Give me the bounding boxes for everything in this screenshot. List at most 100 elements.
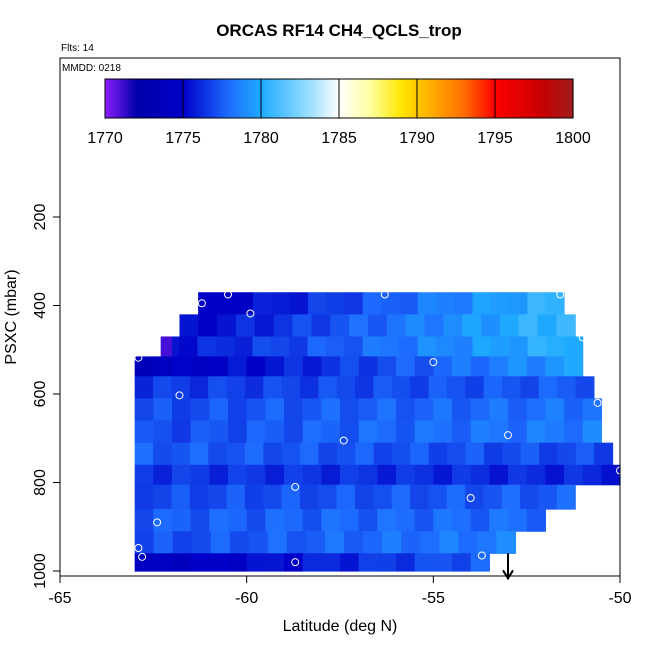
- heatmap-cell: [446, 376, 466, 400]
- heatmap-cell: [470, 356, 490, 377]
- heatmap-cell: [284, 398, 304, 422]
- heatmap-cell: [377, 420, 397, 444]
- colorbar-segment: [263, 79, 267, 118]
- colorbar-segment: [159, 79, 163, 118]
- heatmap-cell: [520, 376, 540, 400]
- heatmap-cell: [483, 484, 503, 510]
- colorbar-segment: [302, 79, 306, 118]
- colorbar-segment: [253, 79, 257, 118]
- colorbar-segment: [240, 79, 244, 118]
- colorbar-segment: [362, 79, 366, 118]
- colorbar-segment: [237, 79, 241, 118]
- heatmap-cell: [190, 464, 210, 486]
- sample-point: [556, 290, 565, 299]
- x-axis-label: Latitude (deg N): [283, 618, 398, 635]
- colorbar-segment: [393, 79, 397, 118]
- heatmap-cell: [545, 292, 565, 315]
- sample-point: [429, 358, 438, 367]
- heatmap-cell: [134, 509, 154, 532]
- heatmap-cell: [377, 464, 397, 486]
- heatmap-cell: [470, 398, 490, 422]
- colorbar-segment: [443, 79, 447, 118]
- colorbar-segment: [367, 79, 371, 118]
- heatmap-cell: [477, 531, 498, 554]
- colorbar-segment: [531, 79, 535, 118]
- heatmap-cell: [246, 356, 266, 377]
- heatmap-cell: [281, 484, 301, 510]
- colorbar-segment: [505, 79, 509, 118]
- heatmap-cell: [410, 376, 430, 400]
- heatmap-cell: [526, 420, 546, 444]
- heatmap-cell: [349, 314, 369, 338]
- colorbar-segment: [375, 79, 379, 118]
- heatmap-cell: [526, 509, 546, 532]
- colorbar-segment: [414, 79, 418, 118]
- colorbar-segment: [331, 79, 335, 118]
- colorbar-segment: [266, 79, 270, 118]
- sample-point: [246, 309, 255, 318]
- colorbar-segment: [458, 79, 462, 118]
- heatmap-cell: [545, 398, 565, 422]
- colorbar-segment: [391, 79, 395, 118]
- heatmap-cell: [545, 420, 565, 444]
- colorbar-segment: [557, 79, 561, 118]
- heatmap-cell: [373, 442, 393, 466]
- heatmap-cell: [228, 464, 248, 486]
- y-tick-label: 600: [32, 381, 49, 408]
- heatmap-cell: [254, 314, 275, 338]
- heatmap-cell: [377, 398, 397, 422]
- colorbar-segment: [110, 79, 114, 118]
- heatmap-cell: [454, 336, 474, 357]
- colorbar-segment: [222, 79, 226, 118]
- colorbar-segment: [125, 79, 129, 118]
- colorbar-segment: [167, 79, 171, 118]
- colorbar-segment: [372, 79, 376, 118]
- colorbar-segment: [482, 79, 486, 118]
- heatmap-cell: [325, 531, 345, 554]
- heatmap-cell: [265, 398, 285, 422]
- heatmap-cell: [190, 398, 210, 422]
- heatmap-cell: [209, 464, 229, 486]
- colorbar-segment: [224, 79, 228, 118]
- y-axis: 200 400 600 800 1000: [32, 204, 60, 589]
- colorbar-segment: [398, 79, 402, 118]
- heatmap-cell: [465, 376, 485, 400]
- heatmap-cell: [520, 442, 540, 466]
- colorbar-segment: [432, 79, 436, 118]
- colorbar-segment: [115, 79, 119, 118]
- heatmap-cell: [302, 420, 322, 444]
- colorbar-segment: [211, 79, 215, 118]
- heatmap-cell: [336, 376, 356, 400]
- heatmap-cell: [489, 509, 509, 532]
- colorbar-segment: [554, 79, 558, 118]
- heatmap-cell: [209, 356, 229, 377]
- heatmap-cell: [557, 376, 577, 400]
- colorbar-segment: [471, 79, 475, 118]
- colorbar-segment: [528, 79, 532, 118]
- heatmap-cell: [134, 376, 154, 400]
- heatmap-cell: [289, 292, 309, 315]
- heatmap-cell: [538, 484, 558, 510]
- colorbar-segment: [541, 79, 545, 118]
- colorbar-segment: [523, 79, 527, 118]
- colorbar-segment: [310, 79, 314, 118]
- sample-point: [477, 551, 486, 560]
- colorbar-segment: [466, 79, 470, 118]
- heatmap-cell: [396, 509, 416, 532]
- heatmap-cell: [508, 356, 528, 377]
- heatmap-cell: [355, 376, 375, 400]
- heatmap-cell: [386, 314, 407, 338]
- heatmap-cell: [601, 464, 621, 486]
- heatmap-cell: [246, 509, 266, 532]
- heatmap-cell: [509, 292, 529, 315]
- colorbar-segment: [547, 79, 551, 118]
- heatmap-cell: [373, 376, 393, 400]
- heatmap-cell: [248, 531, 269, 554]
- colorbar-segment: [492, 79, 496, 118]
- heatmap-cell: [318, 376, 338, 400]
- colorbar-tick-label: 1770: [87, 130, 123, 147]
- heatmap-cell: [321, 420, 341, 444]
- arrow-marker: [502, 553, 514, 581]
- colorbar-segment: [417, 79, 421, 118]
- colorbar-segment: [261, 79, 265, 118]
